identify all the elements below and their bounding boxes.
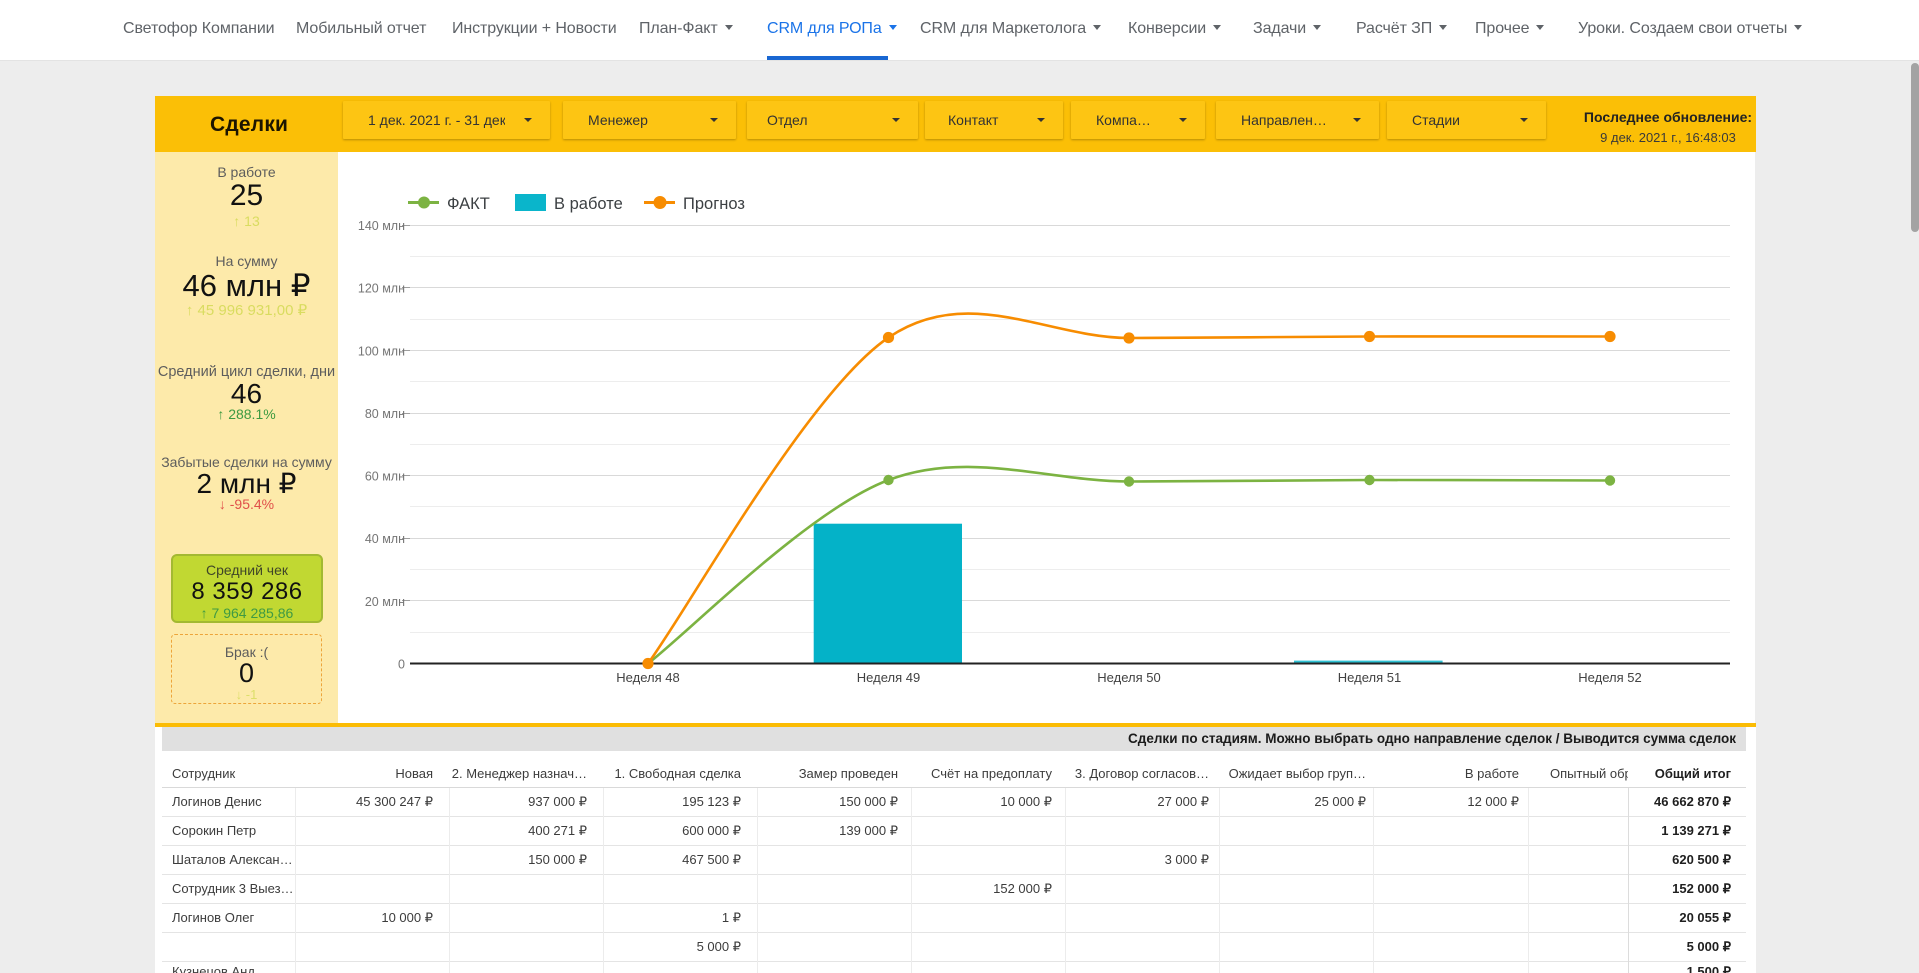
svg-text:Неделя 48: Неделя 48 (616, 670, 679, 685)
svg-text:120 млн: 120 млн (358, 282, 405, 296)
svg-text:Неделя 49: Неделя 49 (857, 670, 920, 685)
svg-text:40 млн: 40 млн (365, 532, 405, 546)
svg-text:20 млн: 20 млн (365, 595, 405, 609)
svg-text:Неделя 50: Неделя 50 (1097, 670, 1160, 685)
svg-text:60 млн: 60 млн (365, 470, 405, 484)
svg-text:Неделя 52: Неделя 52 (1578, 670, 1641, 685)
svg-text:140 млн: 140 млн (358, 219, 405, 233)
svg-text:В работе: В работе (554, 195, 623, 213)
svg-text:Прогноз: Прогноз (683, 195, 745, 213)
svg-text:ФАКТ: ФАКТ (447, 195, 490, 213)
svg-text:Неделя 51: Неделя 51 (1338, 670, 1401, 685)
svg-text:80 млн: 80 млн (365, 407, 405, 421)
svg-text:0: 0 (398, 658, 405, 672)
svg-text:100 млн: 100 млн (358, 344, 405, 358)
